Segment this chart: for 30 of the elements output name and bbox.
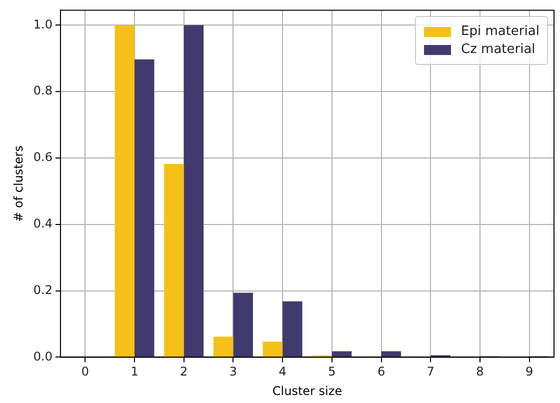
legend-label: Cz material [461,42,536,58]
bar [381,351,402,357]
y-tick-label: 1.0 [33,17,52,32]
x-tick-label: 3 [229,364,238,379]
x-tick-label: 6 [377,364,386,379]
x-tick-label: 2 [180,364,188,379]
bar [184,25,204,357]
y-tick-label: 0.0 [33,349,52,364]
bar [282,301,302,357]
x-axis-title: Cluster size [272,384,342,398]
bar [262,342,283,357]
bar [213,336,234,357]
y-tick-label: 0.6 [33,150,52,164]
bar [114,25,135,357]
x-tick-label: 9 [526,364,534,379]
y-tick-label: 0.2 [33,282,52,297]
x-tick-label: 4 [278,364,286,379]
y-axis-title: # of clusters [11,146,26,222]
bar [233,292,253,357]
y-tick-label: 0.4 [33,216,52,230]
x-tick-label: 1 [130,364,138,379]
x-tick-label: 5 [328,364,336,379]
x-tick-label: 0 [81,364,89,379]
x-tick-label: 7 [426,364,434,379]
bar [332,351,352,357]
bar [134,59,154,357]
legend-label: Epi material [461,24,540,40]
bar [164,164,184,357]
y-tick-label: 0.8 [33,84,52,98]
x-tick-label: 8 [476,364,484,379]
